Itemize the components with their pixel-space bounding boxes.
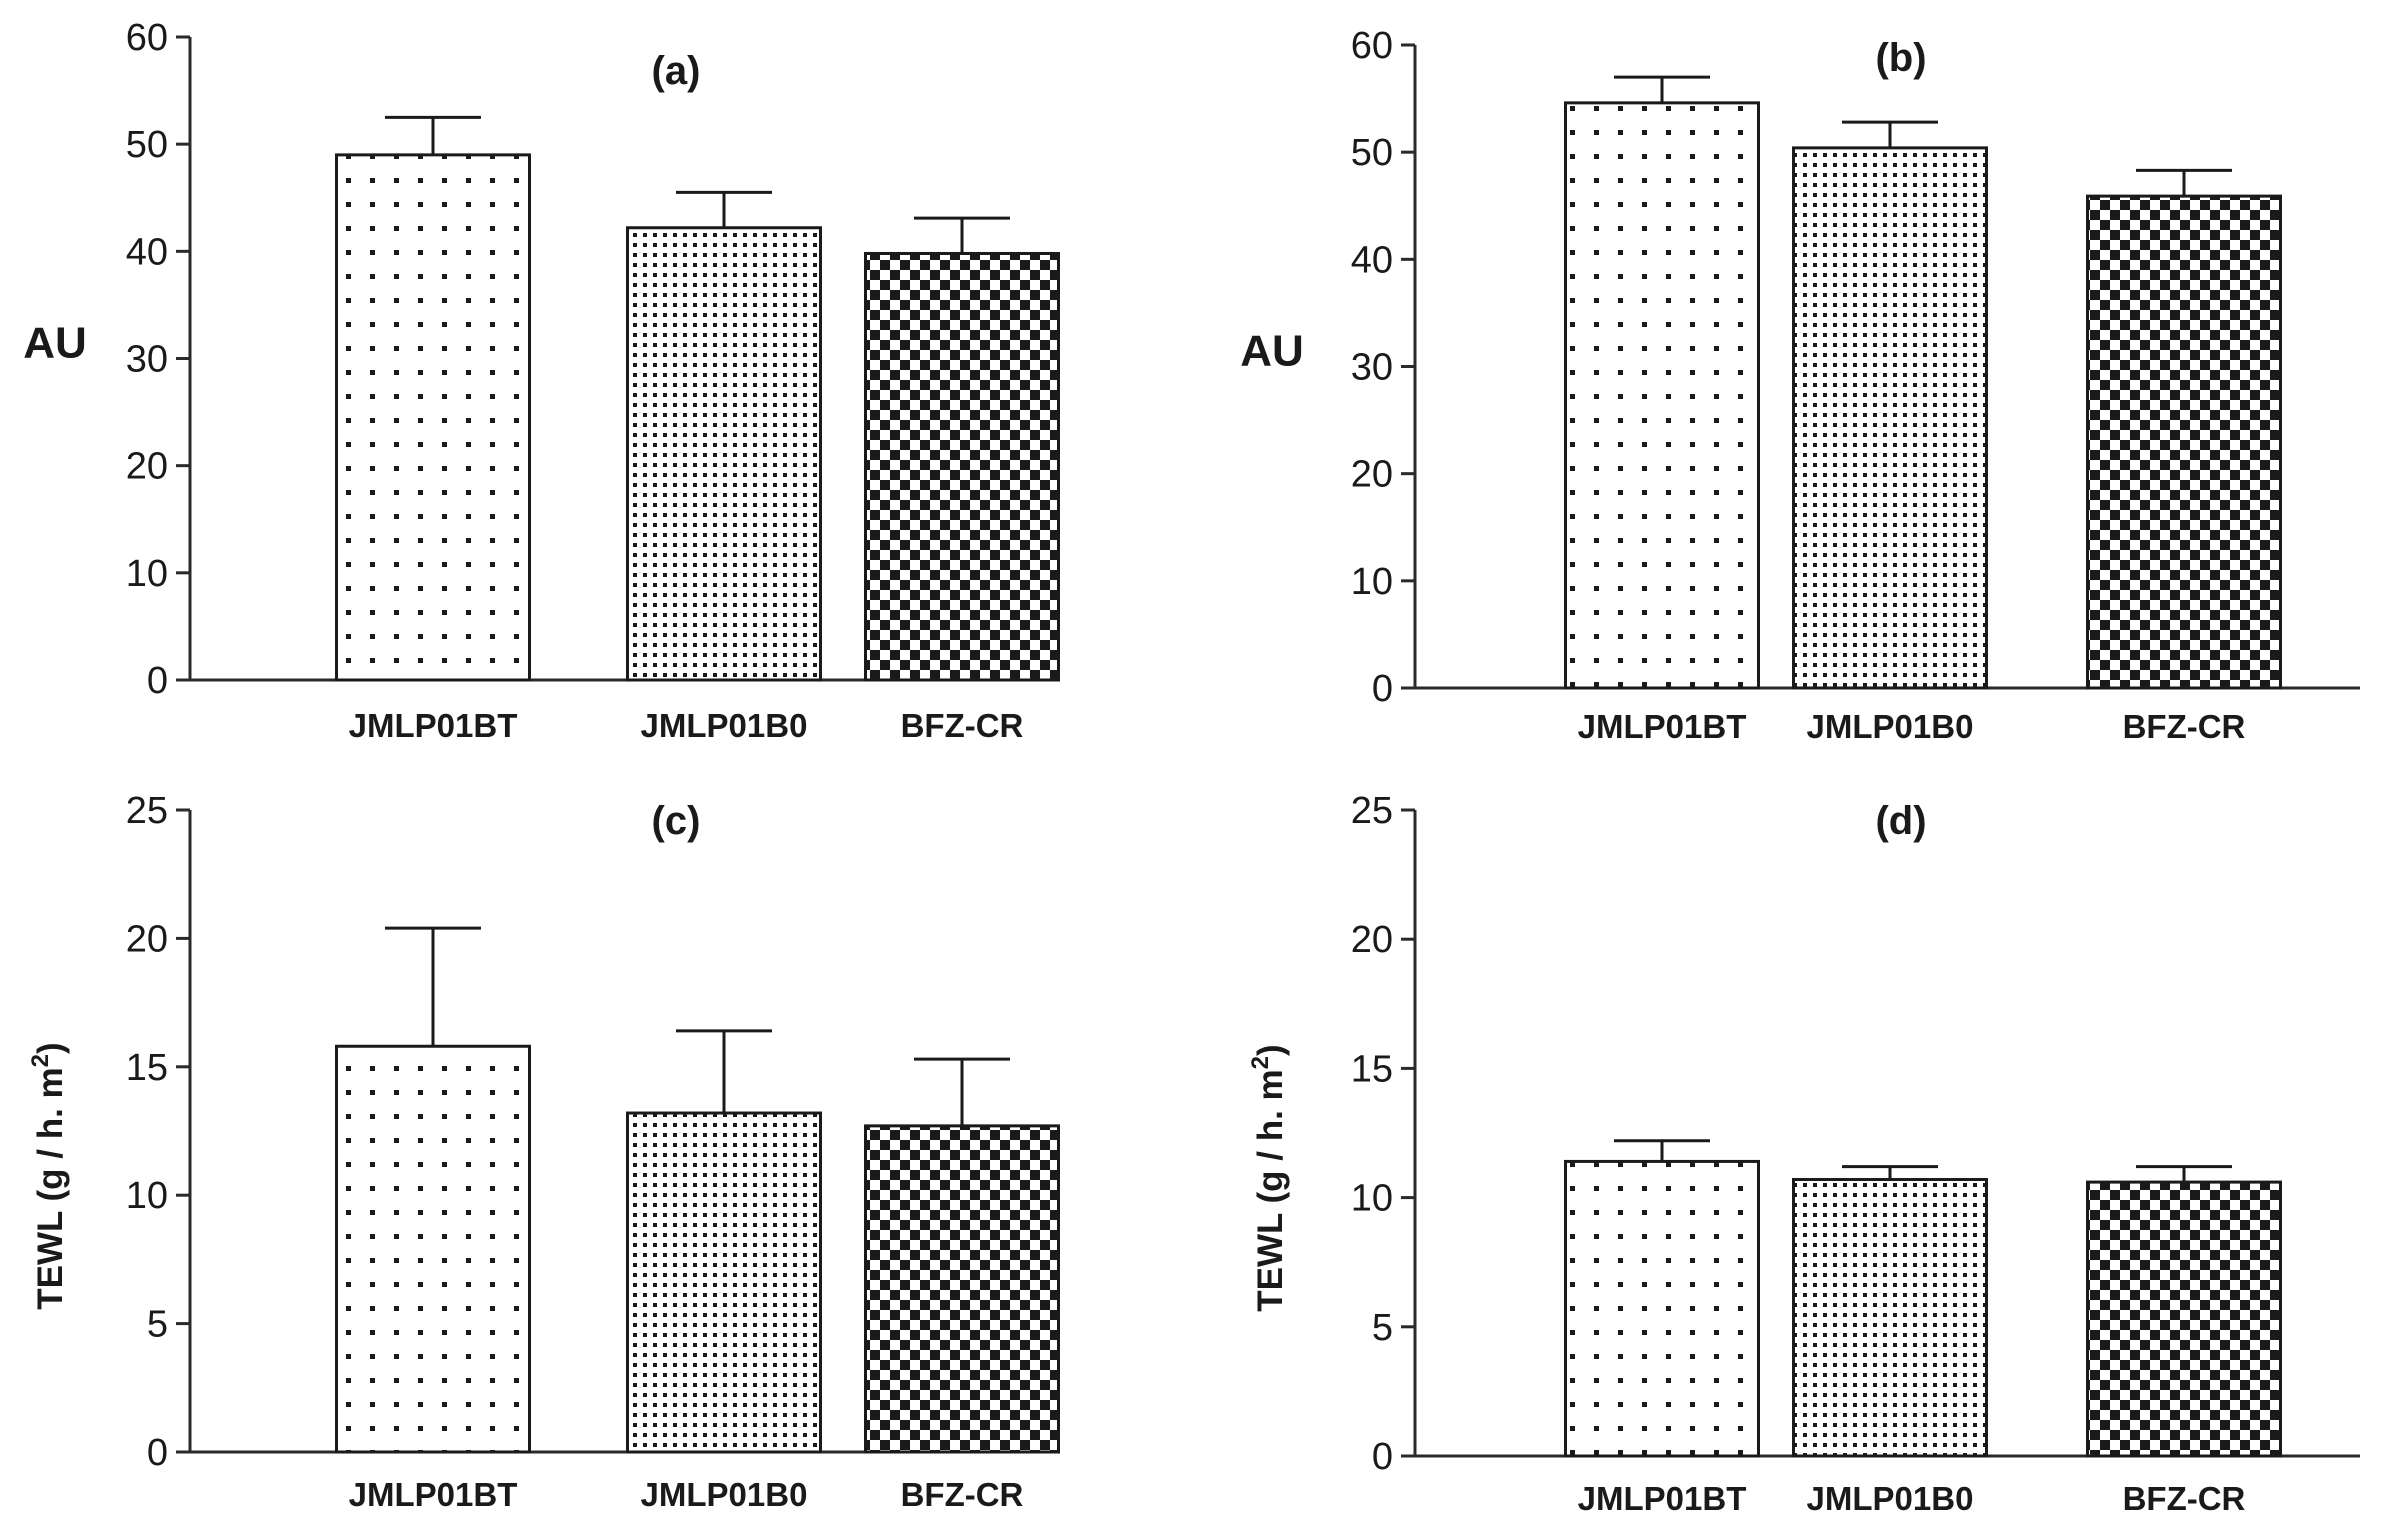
y-tick-label: 10 — [1351, 561, 1393, 603]
chart-title: (d) — [1875, 799, 1926, 843]
bar-jmlp01bt — [1564, 1159, 1760, 1458]
bar-jmlp01bt — [335, 153, 531, 682]
x-tick-label: JMLP01BT — [349, 707, 518, 744]
y-tick-label: 60 — [1351, 25, 1393, 67]
x-tick-label: BFZ-CR — [2123, 708, 2246, 745]
x-tick-label: BFZ-CR — [901, 707, 1024, 744]
y-tick-label: 40 — [1351, 239, 1393, 281]
y-tick-label: 5 — [1372, 1307, 1393, 1349]
bar-jmlp01b0 — [626, 1111, 822, 1454]
x-tick-label: JMLP01BT — [1578, 1480, 1747, 1517]
y-tick-label: 0 — [147, 660, 168, 702]
chart-panel-c: 0 5 10 15 20 25 (c) TEWL (g / h. m2) JMLP01BT JML… — [27, 790, 1060, 1513]
y-tick-label: 0 — [147, 1432, 168, 1474]
y-tick-label: 20 — [126, 918, 168, 960]
x-tick-label: JMLP01B0 — [641, 707, 808, 744]
x-tick-label: JMLP01B0 — [1807, 1480, 1974, 1517]
chart-panel-a: 0 10 20 30 40 50 60 (a) AU JMLP01BT JMLP01B0 BFZ-CR — [23, 17, 1060, 744]
y-axis-label: TEWL (g / h. m2) — [1247, 1044, 1290, 1311]
y-tick-label: 50 — [126, 124, 168, 166]
x-tick-label: JMLP01BT — [349, 1476, 518, 1513]
y-tick-label: 5 — [147, 1304, 168, 1346]
bar-jmlp01b0 — [626, 226, 822, 682]
y-tick-label: 20 — [1351, 919, 1393, 961]
y-axis-label: AU — [1240, 327, 1304, 376]
x-tick-label: JMLP01BT — [1578, 708, 1747, 745]
y-tick-label: 20 — [1351, 454, 1393, 496]
y-tick-label: 40 — [126, 231, 168, 273]
y-tick-label: 60 — [126, 17, 168, 59]
bar-jmlp01bt — [335, 1044, 531, 1454]
y-tick-label: 50 — [1351, 132, 1393, 174]
x-tick-label: BFZ-CR — [2123, 1480, 2246, 1517]
y-axis-label: TEWL (g / h. m2) — [27, 1042, 70, 1309]
y-tick-label: 15 — [126, 1047, 168, 1089]
y-tick-label: 25 — [126, 790, 168, 832]
chart-title: (c) — [652, 799, 701, 843]
y-tick-label: 30 — [1351, 347, 1393, 389]
y-axis-label: AU — [23, 319, 87, 368]
bar-jmlp01bt — [1564, 101, 1760, 690]
y-tick-label: 0 — [1372, 668, 1393, 710]
bar-jmlp01b0 — [1792, 1178, 1988, 1458]
bar-bfz-cr — [2086, 194, 2282, 690]
y-tick-label: 30 — [126, 339, 168, 381]
chart-panel-b: 0 10 20 30 40 50 60 (b) AU JMLP01BT JMLP01B0 BFZ-CR — [1240, 25, 2360, 745]
y-tick-label: 25 — [1351, 790, 1393, 832]
y-tick-label: 0 — [1372, 1436, 1393, 1478]
bar-jmlp01b0 — [1792, 146, 1988, 690]
x-tick-label: JMLP01B0 — [1807, 708, 1974, 745]
bar-bfz-cr — [2086, 1180, 2282, 1458]
chart-title: (a) — [652, 49, 701, 93]
y-tick-label: 10 — [126, 553, 168, 595]
chart-title: (b) — [1875, 36, 1926, 80]
x-tick-label: JMLP01B0 — [641, 1476, 808, 1513]
y-tick-label: 10 — [1351, 1178, 1393, 1220]
chart-panel-d: 0 5 10 15 20 25 (d) TEWL (g / h. m2) JMLP01BT JML… — [1247, 790, 2360, 1517]
y-tick-label: 15 — [1351, 1048, 1393, 1090]
bar-bfz-cr — [864, 251, 1060, 682]
y-tick-label: 20 — [126, 446, 168, 488]
x-tick-label: BFZ-CR — [901, 1476, 1024, 1513]
bar-bfz-cr — [864, 1124, 1060, 1454]
y-tick-label: 10 — [126, 1175, 168, 1217]
